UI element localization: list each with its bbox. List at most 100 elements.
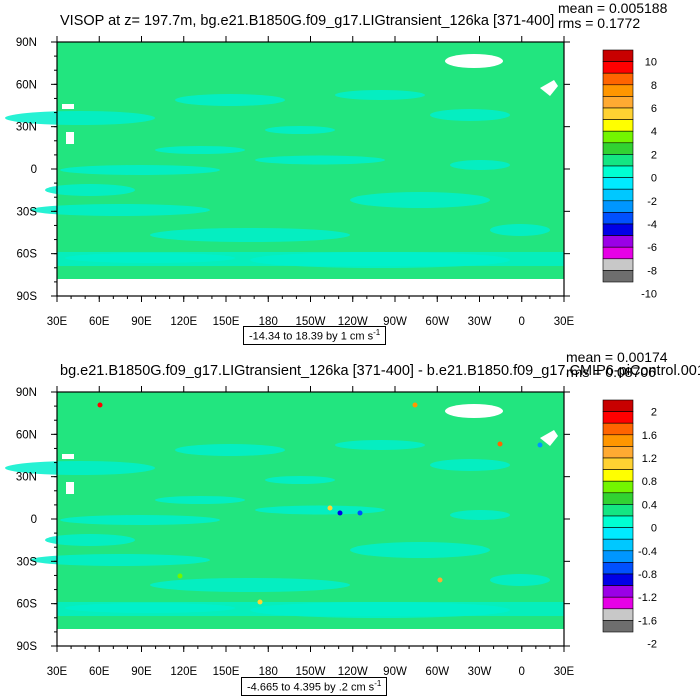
lon-label: 90W: [383, 316, 407, 328]
panel2-range-label: -4.665 to 4.395 by .2 cm s-1: [241, 677, 388, 696]
lat-label: 60S: [17, 599, 38, 611]
lat-label: 30S: [17, 556, 38, 568]
colorbar-label: 4: [651, 126, 657, 138]
colorbar-label: 8: [651, 80, 657, 92]
anomaly-band: [430, 109, 510, 121]
anomaly-band: [265, 126, 335, 134]
colorbar-box: [602, 270, 634, 283]
colorbar-box: [602, 504, 634, 517]
colorbar-label: -2: [647, 639, 657, 651]
anomaly-band: [5, 461, 155, 475]
colorbar-box: [602, 212, 634, 225]
colorbar-box: [602, 411, 634, 424]
colorbar-box: [602, 142, 634, 155]
lat-label: 90S: [17, 641, 38, 653]
anomaly-band: [150, 578, 350, 592]
anomaly-band: [45, 184, 135, 196]
colorbar-box: [602, 130, 634, 144]
lon-label: 180: [259, 316, 278, 328]
lon-label: 150E: [213, 666, 240, 678]
colorbar-box: [602, 165, 634, 178]
panel2-map: 30E 60E 90E 120E 150E 180 150W 120W 90W 60W 30W 0 30…: [5, 386, 657, 678]
lat-label: 60S: [17, 249, 38, 261]
colorbar-label: 2: [651, 149, 657, 161]
lon-label: 60W: [425, 316, 449, 328]
colorbar-box: [602, 258, 634, 271]
colorbar-box: [602, 492, 634, 505]
anomaly-band: [335, 90, 425, 100]
colorbar-box: [602, 480, 634, 494]
panel2-rms: rms = 0.08706: [566, 364, 656, 380]
colorbar-box: [602, 469, 634, 482]
lon-label: 120E: [170, 666, 197, 678]
island: [540, 430, 558, 446]
anomaly-spot: [437, 577, 443, 583]
anomaly-spot: [357, 510, 363, 516]
colorbar-box: [602, 96, 634, 109]
colorbar-label: 2: [651, 407, 657, 419]
anomaly-band: [265, 476, 335, 484]
anomaly-band: [175, 94, 285, 106]
lon-label: 30W: [468, 666, 492, 678]
southern-belt: [57, 252, 564, 266]
colorbar-box: [602, 84, 634, 97]
colorbar-box: [602, 107, 634, 120]
colorbar-box: [602, 550, 634, 563]
colorbar-box: [602, 72, 634, 86]
anomaly-spot: [497, 441, 503, 447]
greenland: [445, 54, 503, 68]
anomaly-band: [30, 204, 210, 216]
anomaly-spot: [327, 505, 333, 511]
colorbar-box: [602, 596, 634, 610]
colorbar-label: -1.6: [638, 615, 657, 627]
lat-label: 0: [31, 514, 37, 526]
lon-label: 90E: [131, 316, 152, 328]
anomaly-spot: [537, 442, 543, 448]
lat-label: 60N: [16, 79, 37, 91]
anomaly-spot: [177, 573, 183, 579]
colorbar-label: 0: [651, 173, 657, 185]
colorbar-box: [602, 620, 634, 633]
panel1-range-label: -14.34 to 18.39 by 1 cm s-1: [243, 326, 387, 345]
anomaly-band: [60, 165, 220, 175]
colorbar-box: [602, 246, 634, 260]
lat-label: 90N: [16, 387, 37, 399]
colorbar-label: -1.2: [638, 592, 657, 604]
anomaly-band: [155, 146, 245, 154]
lon-label: 30E: [554, 666, 575, 678]
anomaly-band: [490, 574, 550, 586]
panel2-range-text: -4.665 to 4.395 by .2 cm s: [247, 681, 375, 694]
lat-label: 60N: [16, 429, 37, 441]
anomaly-band: [45, 534, 135, 546]
lon-label: 0: [519, 316, 525, 328]
lon-label: 120E: [170, 316, 197, 328]
lon-label: 120W: [338, 316, 368, 328]
colorbar-box: [602, 585, 634, 598]
lon-label: 30W: [468, 316, 492, 328]
anomaly-spot: [337, 510, 343, 516]
island: [540, 80, 558, 96]
colorbar-box: [602, 434, 634, 447]
colorbar-label: -8: [647, 265, 657, 277]
colorbar-label: 0.8: [642, 476, 657, 488]
colorbar-box: [602, 446, 634, 459]
colorbar-label: -0.8: [638, 569, 657, 581]
colorbar-box: [602, 457, 634, 470]
colorbar-box: [602, 200, 634, 213]
anomaly-band: [150, 228, 350, 242]
colorbar-box: [602, 49, 634, 62]
colorbar-label: -0.4: [638, 546, 657, 558]
panel2-range-exp: -1: [374, 679, 382, 688]
panel2-title: bg.e21.B1850G.f09_g17.LIGtransient_126ka…: [60, 363, 700, 379]
colorbar-label: 1.2: [642, 453, 657, 465]
lon-label: 90E: [131, 666, 152, 678]
panel1-rms: rms = 0.1772: [558, 15, 641, 31]
anomaly-band: [255, 155, 385, 165]
lat-label: 30S: [17, 206, 38, 218]
antarctica: [57, 629, 564, 646]
anomaly-band: [60, 515, 220, 525]
anomaly-band: [175, 444, 285, 456]
colorbar-label: -6: [647, 242, 657, 254]
lat-label: 30N: [16, 472, 37, 484]
island: [66, 482, 74, 494]
